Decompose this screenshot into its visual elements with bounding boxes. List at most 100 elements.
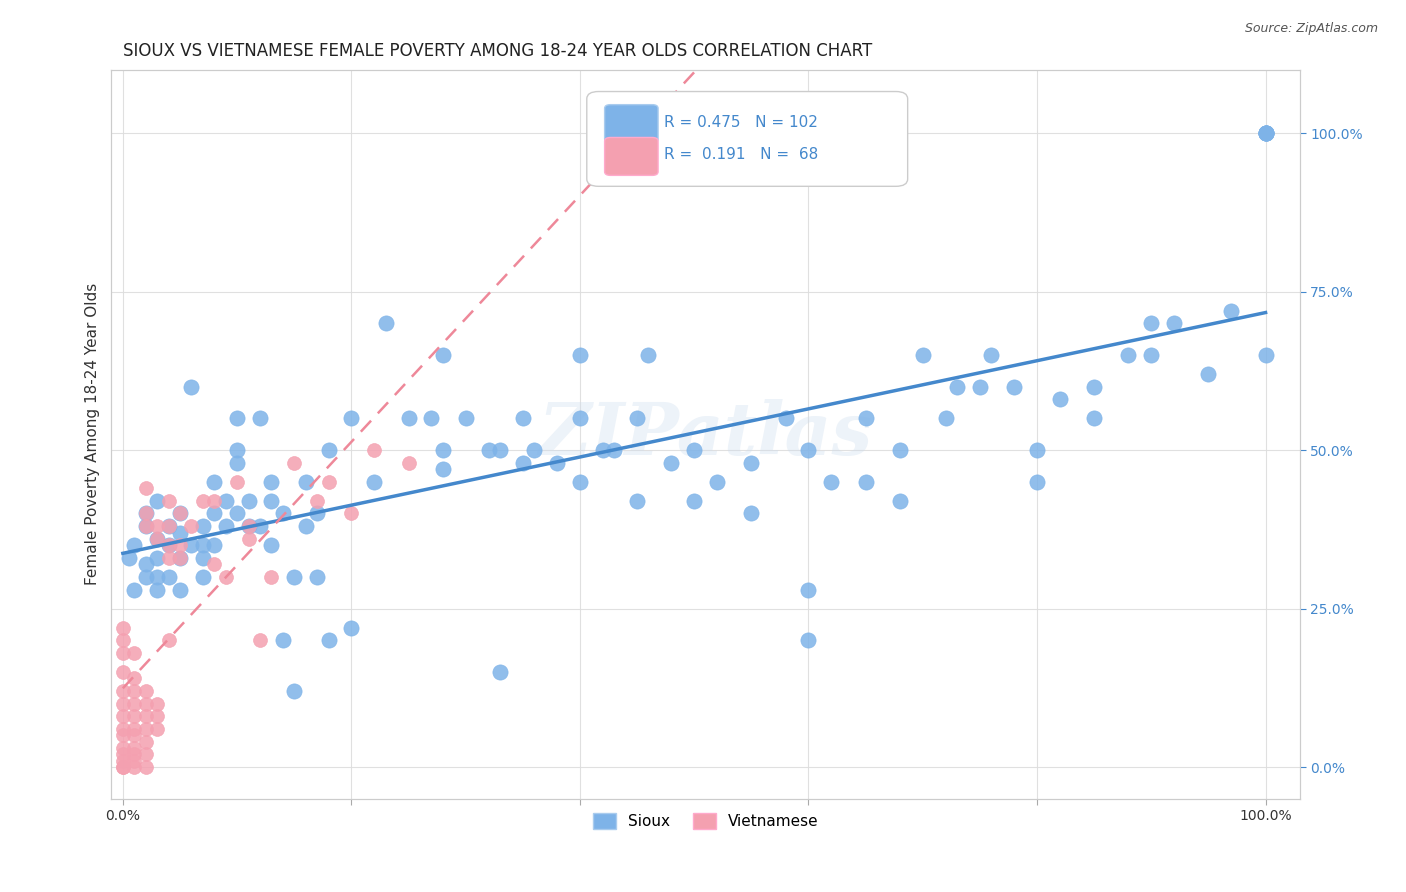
Point — [157, 633, 180, 648]
Point — [191, 538, 214, 552]
Point — [1083, 411, 1105, 425]
Point — [420, 411, 443, 425]
Point — [260, 538, 283, 552]
Point — [659, 456, 682, 470]
Text: SIOUX VS VIETNAMESE FEMALE POVERTY AMONG 18-24 YEAR OLDS CORRELATION CHART: SIOUX VS VIETNAMESE FEMALE POVERTY AMONG… — [124, 42, 873, 60]
Point — [135, 735, 157, 749]
Point — [568, 475, 591, 489]
Point — [432, 348, 454, 362]
Point — [202, 493, 225, 508]
Point — [111, 684, 134, 698]
Point — [706, 475, 728, 489]
Point — [146, 493, 169, 508]
Point — [122, 538, 145, 552]
Point — [969, 380, 991, 394]
Point — [122, 709, 145, 723]
Point — [283, 456, 305, 470]
Point — [122, 754, 145, 768]
Point — [283, 684, 305, 698]
Point — [1197, 367, 1219, 381]
Text: Source: ZipAtlas.com: Source: ZipAtlas.com — [1244, 22, 1378, 36]
Point — [157, 519, 180, 533]
FancyBboxPatch shape — [605, 104, 658, 143]
Point — [111, 728, 134, 742]
Point — [135, 519, 157, 533]
Point — [1083, 380, 1105, 394]
Point — [226, 507, 249, 521]
Point — [169, 507, 191, 521]
Point — [797, 443, 820, 458]
Point — [180, 538, 202, 552]
Point — [111, 754, 134, 768]
Point — [683, 493, 706, 508]
Point — [477, 443, 499, 458]
Point — [340, 411, 363, 425]
Point — [135, 684, 157, 698]
Point — [454, 411, 477, 425]
Point — [546, 456, 568, 470]
Point — [946, 380, 969, 394]
Point — [146, 722, 169, 736]
Point — [157, 519, 180, 533]
Point — [318, 475, 340, 489]
Point — [935, 411, 957, 425]
Point — [226, 411, 249, 425]
Point — [238, 493, 260, 508]
Point — [146, 550, 169, 565]
Point — [122, 646, 145, 660]
Point — [249, 633, 271, 648]
Point — [980, 348, 1002, 362]
Point — [135, 570, 157, 584]
Point — [215, 519, 238, 533]
Point — [146, 519, 169, 533]
Point — [637, 348, 659, 362]
Point — [603, 443, 626, 458]
Point — [157, 538, 180, 552]
Point — [683, 443, 706, 458]
Point — [1163, 316, 1185, 330]
Point — [202, 507, 225, 521]
Point — [238, 519, 260, 533]
Point — [238, 532, 260, 546]
Point — [318, 443, 340, 458]
Point — [797, 633, 820, 648]
Point — [146, 532, 169, 546]
Point — [1049, 392, 1071, 407]
Point — [1254, 126, 1277, 140]
Point — [202, 475, 225, 489]
Point — [111, 646, 134, 660]
Point — [122, 722, 145, 736]
Point — [135, 709, 157, 723]
Point — [307, 493, 329, 508]
Point — [294, 519, 316, 533]
Point — [169, 550, 191, 565]
Point — [626, 493, 648, 508]
Point — [1254, 126, 1277, 140]
Point — [117, 550, 139, 565]
Point — [111, 747, 134, 762]
Point — [1026, 475, 1049, 489]
Point — [489, 665, 512, 679]
Point — [122, 671, 145, 685]
FancyBboxPatch shape — [586, 92, 908, 186]
Point — [111, 760, 134, 774]
Point — [180, 380, 202, 394]
Point — [135, 507, 157, 521]
Point — [135, 507, 157, 521]
Point — [855, 475, 877, 489]
Point — [1254, 126, 1277, 140]
Point — [249, 519, 271, 533]
Point — [260, 475, 283, 489]
Point — [122, 728, 145, 742]
Point — [432, 443, 454, 458]
Point — [363, 443, 385, 458]
Point — [157, 538, 180, 552]
Point — [307, 507, 329, 521]
Point — [135, 747, 157, 762]
Point — [855, 411, 877, 425]
Point — [238, 519, 260, 533]
Point — [489, 443, 512, 458]
Point — [122, 582, 145, 597]
Point — [191, 570, 214, 584]
Point — [740, 456, 762, 470]
